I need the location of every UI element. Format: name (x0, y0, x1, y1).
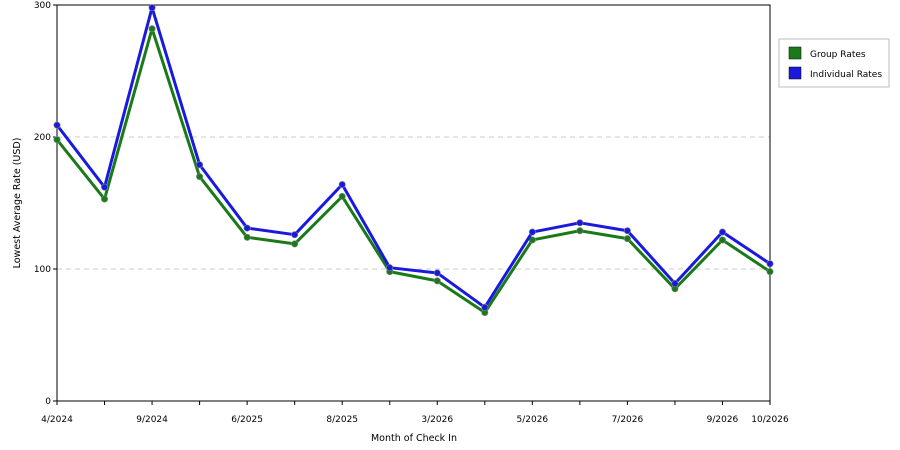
x-axis: 4/2024 9/2024 6/2025 8/2025 3/2026 5/2026 7/20… (41, 401, 789, 425)
x-axis-title: Month of Check In (371, 433, 457, 444)
data-point-individual-rates (718, 228, 726, 236)
x-tick-label: 8/2025 (326, 415, 358, 425)
x-tick-label: 3/2026 (421, 415, 453, 425)
x-tick-label: 5/2026 (516, 415, 548, 425)
data-point-group-rates (291, 240, 299, 248)
data-point-group-rates (623, 235, 631, 243)
data-point-group-rates (576, 227, 584, 235)
data-point-group-rates (101, 195, 109, 203)
x-tick-label: 9/2024 (136, 415, 168, 425)
legend-label-group-rates: Group Rates (810, 50, 866, 60)
x-tick-label: 6/2025 (231, 415, 263, 425)
data-point-individual-rates (196, 161, 204, 169)
plot-frame (56, 4, 771, 402)
data-point-individual-rates (766, 260, 774, 268)
series-lines (53, 4, 774, 317)
data-point-individual-rates (148, 4, 156, 12)
grid-lines (57, 136, 770, 270)
x-tick-label: 4/2024 (41, 415, 73, 425)
x-tick-label: 10/2026 (751, 415, 789, 425)
legend-swatch-group-rates (788, 46, 802, 60)
y-tick-label: 100 (34, 265, 51, 275)
data-point-individual-rates (576, 219, 584, 227)
data-point-group-rates (528, 236, 536, 244)
data-point-individual-rates (528, 228, 536, 236)
data-point-group-rates (148, 25, 156, 33)
data-point-group-rates (243, 233, 251, 241)
x-tick-label: 7/2026 (612, 415, 644, 425)
y-axis: 0 100 200 300 (34, 1, 57, 407)
data-point-individual-rates (671, 280, 679, 288)
data-point-individual-rates (623, 227, 631, 235)
data-point-group-rates (718, 236, 726, 244)
data-point-individual-rates (101, 183, 109, 191)
y-tick-label: 300 (34, 1, 51, 11)
data-point-individual-rates (338, 181, 346, 189)
data-point-individual-rates (53, 121, 61, 129)
data-point-individual-rates (386, 264, 394, 272)
data-point-individual-rates (243, 224, 251, 232)
data-point-group-rates (433, 277, 441, 285)
legend-swatch-individual-rates (788, 66, 802, 80)
data-point-individual-rates (433, 269, 441, 277)
y-tick-label: 0 (45, 397, 51, 407)
data-point-group-rates (766, 268, 774, 276)
legend: Group Rates Individual Rates (778, 38, 890, 88)
series-line-group-rates (55, 27, 772, 315)
data-point-individual-rates (291, 231, 299, 239)
series-individual-rates (53, 4, 774, 311)
series-group-rates (53, 25, 774, 317)
legend-label-individual-rates: Individual Rates (810, 70, 882, 80)
data-point-group-rates (196, 173, 204, 181)
y-tick-label: 200 (34, 133, 51, 143)
data-point-group-rates (338, 192, 346, 200)
data-point-individual-rates (481, 303, 489, 311)
x-tick-label: 9/2026 (707, 415, 739, 425)
data-point-group-rates (53, 136, 61, 144)
y-axis-title: Lowest Average Rate (USD) (12, 138, 23, 269)
series-line-individual-rates (55, 6, 772, 309)
